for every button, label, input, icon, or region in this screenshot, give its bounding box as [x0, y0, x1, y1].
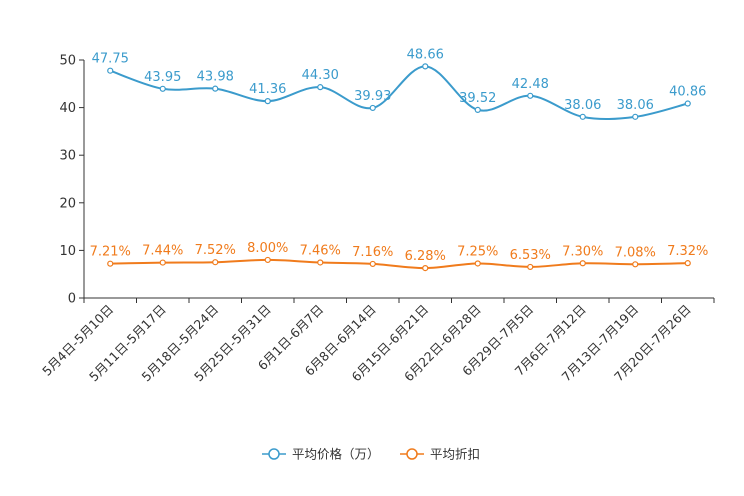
y-tick-label: 50 — [59, 54, 76, 69]
data-label: 38.06 — [564, 98, 601, 113]
data-label: 43.95 — [144, 70, 181, 85]
data-label: 40.86 — [669, 85, 706, 100]
data-labels: 47.75 43.95 43.98 41.36 44.30 39.93 48.66 39.52… — [90, 47, 709, 264]
data-label: 7.25% — [457, 244, 498, 259]
y-tick-label: 30 — [59, 149, 76, 164]
data-point — [264, 256, 271, 264]
legend-swatch-marker — [268, 448, 280, 460]
legend: 平均价格（万） 平均折扣 — [262, 447, 480, 462]
data-point — [579, 260, 586, 267]
data-label: 43.98 — [197, 70, 234, 85]
data-point — [369, 260, 376, 268]
data-point — [474, 260, 481, 267]
data-label: 41.36 — [249, 82, 286, 97]
data-point — [632, 261, 639, 268]
data-point — [684, 260, 691, 267]
data-label: 7.08% — [615, 245, 656, 260]
data-label: 48.66 — [407, 47, 444, 62]
data-point — [212, 259, 219, 266]
data-label: 7.44% — [142, 244, 183, 259]
data-label: 42.48 — [512, 77, 549, 92]
series-layer — [107, 63, 691, 272]
data-label: 7.52% — [195, 243, 236, 258]
data-point — [159, 85, 166, 92]
data-point — [422, 265, 429, 272]
data-point — [579, 113, 586, 120]
data-point — [422, 63, 429, 70]
data-point — [212, 85, 219, 92]
data-point — [107, 67, 114, 74]
data-point — [474, 106, 481, 113]
data-point — [684, 100, 691, 107]
data-point — [107, 260, 114, 267]
data-point — [369, 104, 376, 112]
data-label: 8.00% — [247, 241, 288, 256]
y-tick-label: 0 — [68, 292, 76, 307]
series-line-1 — [110, 258, 688, 270]
data-label: 38.06 — [617, 98, 654, 113]
data-label: 39.93 — [354, 89, 391, 104]
data-label: 7.16% — [352, 245, 393, 260]
data-label: 6.28% — [405, 249, 446, 264]
data-point — [317, 84, 324, 91]
y-tick-label: 10 — [59, 244, 76, 259]
data-point — [632, 113, 639, 120]
legend-label: 平均价格（万） — [292, 447, 380, 462]
data-point — [264, 98, 271, 105]
y-tick-label: 20 — [59, 196, 76, 211]
legend-swatch-marker — [406, 448, 418, 460]
data-label: 7.32% — [667, 244, 708, 259]
data-point — [159, 259, 166, 266]
data-label: 7.30% — [562, 244, 603, 259]
legend-label: 平均折扣 — [430, 447, 480, 462]
data-point — [527, 263, 534, 271]
y-tick-label: 40 — [59, 101, 76, 116]
data-label: 47.75 — [92, 52, 129, 67]
data-label: 7.21% — [90, 245, 131, 260]
data-point — [527, 92, 534, 99]
data-label: 44.30 — [302, 68, 339, 83]
data-label: 7.46% — [300, 243, 341, 258]
data-point — [317, 259, 324, 266]
data-label: 6.53% — [510, 248, 551, 263]
data-label: 39.52 — [459, 91, 496, 106]
